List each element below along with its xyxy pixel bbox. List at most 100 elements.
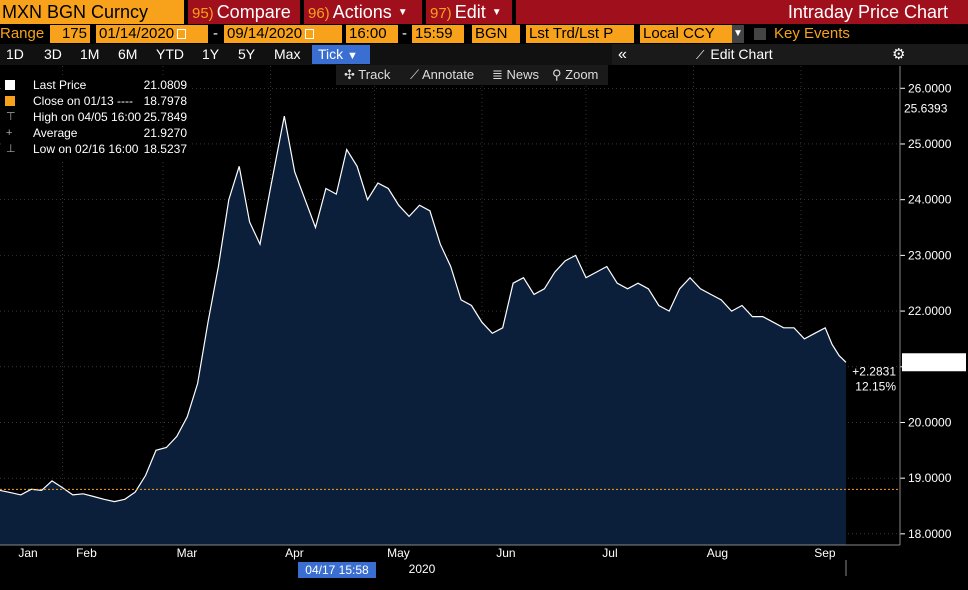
legend-value: 18.7978 (143, 94, 187, 108)
end-date-text: 09/14/2020 (227, 25, 303, 42)
x-tick-label: Jun (496, 546, 515, 560)
annotate-icon: ⟋ (410, 67, 420, 82)
range-dash: - (213, 25, 218, 42)
compare-button[interactable]: 95) Compare (188, 0, 300, 24)
ticker-field[interactable]: MXN BGN Curncy (0, 0, 184, 24)
x-tick-label: Jul (602, 546, 617, 560)
chart-header-bar: « ⟋ Edit Chart ⚙ (612, 44, 968, 65)
currency-field[interactable]: Local CCY (640, 25, 732, 43)
legend-label: Low on 02/16 16:00 (33, 142, 139, 156)
period-bar: 1D 3D 1M 6M YTD 1Y 5Y Max Tick ▼ « ⟋ Edit… (0, 44, 968, 65)
x-tick-label: Feb (76, 546, 97, 560)
period-max[interactable]: Max (274, 46, 301, 62)
edit-chart-button[interactable]: ⟋ Edit Chart (696, 45, 773, 64)
legend-label: Average (33, 126, 78, 140)
zoom-button[interactable]: ⚲ Zoom (552, 67, 598, 83)
legend: Last Price 21.0809 Close on 01/13 ---- 1… (3, 75, 189, 159)
start-time-field[interactable]: 16:00 (346, 25, 398, 43)
period-6m[interactable]: 6M (118, 46, 138, 62)
legend-low: ⊥ Low on 02/16 16:00 18.5237 (3, 141, 189, 157)
crosshair-value-label: 25.6393 (904, 101, 948, 115)
legend-close: Close on 01/13 ---- 18.7978 (3, 93, 189, 109)
range-days-field[interactable]: 175 (50, 25, 90, 43)
zoom-label: Zoom (565, 67, 599, 82)
news-icon: ≣ (492, 67, 503, 82)
settings-gear-icon[interactable]: ⚙ (892, 46, 906, 63)
calendar-icon (177, 29, 187, 39)
chart-toolbar: ✣ Track ⟋ Annotate ≣ News ⚲ Zoom (336, 65, 608, 85)
period-5y[interactable]: 5Y (238, 46, 256, 62)
y-axis: 18.000019.000020.000021.000022.000023.00… (899, 66, 952, 545)
end-time-field[interactable]: 15:59 (412, 25, 464, 43)
actions-button[interactable]: 96) Actions ▼ (304, 0, 422, 24)
legend-average: + Average 21.9270 (3, 125, 189, 141)
range-bar: Range 175 01/14/2020 - 09/14/2020 16:00 … (0, 24, 968, 44)
year-label: 2020 (409, 562, 436, 576)
x-tick-label: May (387, 546, 410, 560)
period-3d[interactable]: 3D (44, 46, 62, 62)
high-marker-icon: ⊤ (6, 111, 16, 123)
start-date-field[interactable]: 01/14/2020 (96, 25, 208, 43)
calendar-icon (305, 29, 315, 39)
range-label: Range (0, 25, 45, 42)
x-axis: Jan Feb Mar Apr May Jun Jul Aug Sep 2020 (0, 544, 900, 576)
x-tick-label: Aug (707, 546, 728, 560)
edit-button[interactable]: 97) Edit ▼ (426, 0, 512, 24)
period-ytd[interactable]: YTD (156, 46, 184, 62)
source-field[interactable]: BGN (472, 25, 520, 43)
currency-dropdown-icon[interactable]: ▼ (732, 25, 744, 43)
x-tick-label: Sep (814, 546, 836, 560)
title-bar: MXN BGN Curncy 95) Compare 96) Actions ▼ 97… (0, 0, 968, 24)
key-events-label: Key Events (774, 25, 850, 42)
legend-label: Close on 01/13 ---- (33, 94, 134, 108)
period-1y[interactable]: 1Y (202, 46, 220, 62)
change-abs-label: +2.2831 (852, 364, 896, 378)
y-tick-label: 22.0000 (908, 304, 952, 318)
tick-label: Tick (318, 46, 344, 62)
key-events-checkbox[interactable] (754, 28, 766, 40)
price-type-field[interactable]: Lst Trd/Lst P (526, 25, 634, 43)
chart-edit-icon: ⟋ (696, 48, 705, 62)
crosshair-date-box (298, 562, 376, 578)
y-tick-label: 19.0000 (908, 471, 952, 485)
tick-dropdown[interactable]: Tick ▼ (312, 45, 370, 64)
y-tick-label: 23.0000 (908, 248, 952, 262)
last-price-box (902, 353, 966, 372)
page-title: Intraday Price Chart (516, 0, 968, 24)
average-marker-icon: + (6, 127, 13, 139)
period-1m[interactable]: 1M (80, 46, 100, 62)
legend-value: 21.9270 (143, 126, 187, 140)
y-tick-label: 26.0000 (908, 81, 952, 95)
edit-number: 97) (430, 5, 452, 22)
legend-last-price: Last Price 21.0809 (3, 77, 189, 93)
news-button[interactable]: ≣ News (492, 67, 539, 83)
change-pct-label: 12.15% (855, 379, 896, 393)
track-button[interactable]: ✣ Track (344, 67, 390, 83)
legend-value: 25.7849 (143, 110, 187, 124)
crosshair-value-box (902, 100, 954, 117)
chevron-down-icon: ▼ (347, 50, 358, 62)
last-price-label: 21.0809 (906, 356, 950, 370)
compare-label: Compare (216, 2, 291, 22)
y-tick-label: 20.0000 (908, 415, 952, 429)
end-date-field[interactable]: 09/14/2020 (224, 25, 342, 43)
actions-number: 96) (308, 5, 330, 22)
period-1d[interactable]: 1D (6, 46, 24, 62)
start-date-text: 01/14/2020 (99, 25, 175, 42)
chevron-down-icon: ▼ (491, 7, 502, 19)
legend-swatch-orange (5, 96, 15, 106)
collapse-icon[interactable]: « (618, 46, 627, 63)
compare-number: 95) (192, 5, 214, 22)
edit-label: Edit (454, 2, 486, 22)
edit-chart-label: Edit Chart (710, 46, 773, 62)
crosshair-date-label: 04/17 15:58 (305, 563, 369, 577)
annotate-button[interactable]: ⟋ Annotate (410, 67, 474, 83)
legend-label: High on 04/05 16:00 (33, 110, 142, 124)
y-tick-label: 25.0000 (908, 137, 952, 151)
y-tick-label: 24.0000 (908, 193, 952, 207)
chevron-down-icon: ▼ (397, 7, 408, 19)
y-tick-label: 18.0000 (908, 527, 952, 541)
track-label: Track (358, 67, 391, 82)
